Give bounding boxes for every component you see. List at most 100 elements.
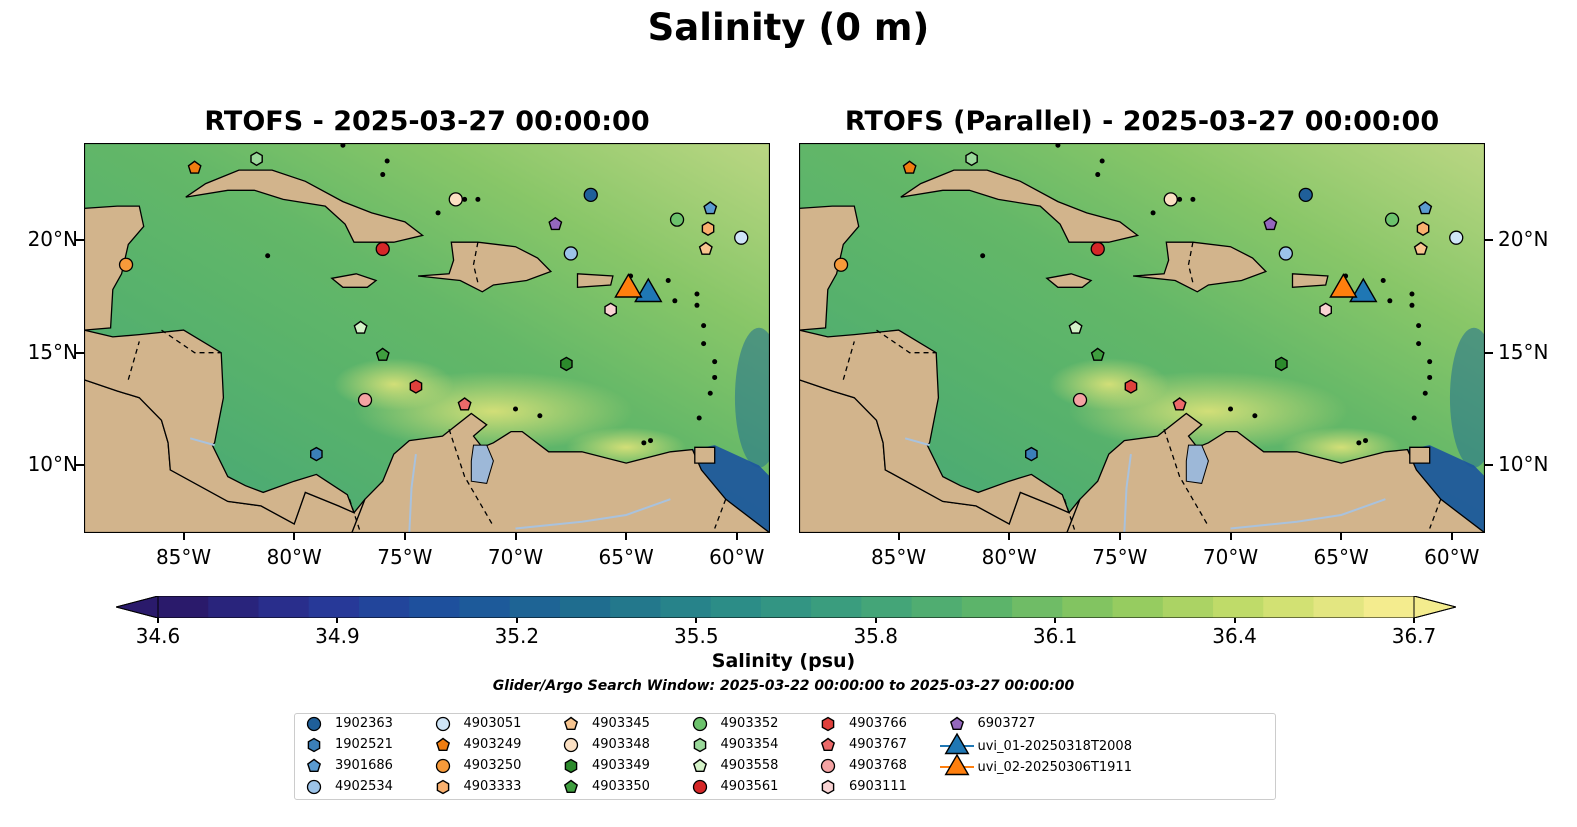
small-island <box>1409 291 1415 297</box>
x-tick-label: 75°W <box>1092 545 1148 569</box>
land-trinidad <box>694 446 716 464</box>
colorbar-segment <box>1313 596 1365 618</box>
map-content <box>84 143 770 533</box>
colorbar-tick-mark <box>1233 618 1236 623</box>
small-island <box>672 298 678 304</box>
colorbar-tick-label: 34.6 <box>135 624 181 648</box>
obs-4903350 <box>1090 347 1105 361</box>
country-border <box>448 429 494 527</box>
small-island <box>641 440 647 446</box>
obs-4903767 <box>457 397 472 411</box>
legend-item: 4903333 <box>434 779 614 799</box>
obs-4903766 <box>409 379 423 394</box>
legend-item: 1902521 <box>305 737 485 757</box>
small-island <box>1380 278 1386 284</box>
x-tick-label: 70°W <box>487 545 544 569</box>
y-tick-mark <box>1485 351 1493 354</box>
obs-uvi_02-20250306T1911 <box>1329 273 1358 298</box>
obs-uvi_01-20250318T2008 <box>634 277 663 303</box>
colorbar-tick-label: 36.4 <box>1212 624 1257 648</box>
map-frame <box>799 143 1485 533</box>
legend-item: 4903250 <box>434 758 614 778</box>
land-puerto-rico <box>576 273 614 288</box>
small-island <box>1387 298 1393 304</box>
legend-label: 4903348 <box>592 737 650 752</box>
country-border <box>1187 242 1194 283</box>
colorbar-segment <box>911 596 963 618</box>
x-tick-mark <box>1229 533 1232 540</box>
x-tick-label: 75°W <box>377 545 433 569</box>
colorbar-segment <box>1062 596 1114 618</box>
colorbar-segment <box>409 596 461 618</box>
panel-title-right: RTOFS (Parallel) - 2025-03-27 00:00:00 <box>844 106 1440 137</box>
small-island <box>265 253 271 259</box>
obs-4903051 <box>734 230 749 245</box>
y-tick-label-left: 15°N <box>27 339 78 364</box>
colorbar-segment <box>1363 596 1415 618</box>
colorbar-tick-label: 35.2 <box>494 624 540 648</box>
small-island <box>694 302 700 308</box>
orinoco-plume <box>1407 445 1485 533</box>
small-island <box>462 196 468 202</box>
legend-item: uvi_02-20250306T1911 <box>939 753 1132 778</box>
small-island <box>694 291 700 297</box>
obs-6903727 <box>548 216 563 231</box>
map-frame <box>84 143 770 533</box>
colorbar-segment <box>710 596 762 618</box>
y-tick-mark <box>76 238 84 241</box>
y-tick-mark <box>76 351 84 354</box>
small-island <box>1190 196 1196 202</box>
legend-item: 4903051 <box>434 716 614 736</box>
country-border <box>161 329 222 354</box>
obs-4903561 <box>375 241 390 257</box>
y-tick-mark <box>1485 238 1493 241</box>
obs-4903349 <box>1275 356 1288 372</box>
colorbar-tick-label: 36.7 <box>1391 624 1437 648</box>
obs-4903349 <box>560 356 573 372</box>
obs-4903352 <box>669 212 685 227</box>
legend-marker-circle <box>692 716 707 732</box>
colorbar-extend-max <box>1413 596 1456 618</box>
obs-4903249 <box>187 160 202 174</box>
lake-maracaibo <box>470 444 494 484</box>
land-hispaniola <box>1133 241 1268 293</box>
country-border <box>472 242 479 283</box>
colorbar-tick-label: 34.9 <box>315 624 360 648</box>
small-island <box>513 406 519 412</box>
x-tick-mark <box>1340 533 1343 540</box>
small-island <box>380 172 386 178</box>
country-border <box>1063 498 1077 533</box>
lake-maracaibo <box>1185 444 1209 484</box>
obs-4903345 <box>1413 241 1428 255</box>
legend-item: 4903354 <box>691 737 871 757</box>
x-tick-label: 80°W <box>266 545 322 569</box>
legend-marker-circle <box>435 758 450 774</box>
river <box>1230 498 1386 530</box>
legend-item: 4902534 <box>305 779 485 799</box>
legend-marker-pentagon <box>563 779 579 794</box>
obs-4903350 <box>375 347 390 361</box>
colorbar-label: Salinity (psu) <box>711 650 856 672</box>
country-border <box>842 341 855 380</box>
legend-item: 4903767 <box>819 737 999 757</box>
legend-marker-hexagon <box>821 779 835 795</box>
colorbar-segment <box>1263 596 1315 618</box>
colorbar-tick-label: 35.5 <box>674 624 719 648</box>
obs-4902534 <box>1278 246 1293 261</box>
x-tick-label: 60°W <box>1424 545 1480 569</box>
colorbar-segment <box>811 596 862 618</box>
legend-marker-hexagon <box>821 716 835 732</box>
country-border <box>1163 429 1209 527</box>
colorbar-segment <box>459 596 511 618</box>
legend-label: uvi_02-20250306T1911 <box>977 760 1132 775</box>
obs-4903561 <box>1090 241 1105 257</box>
land-trinidad <box>1409 446 1431 464</box>
land-honduras-nicaragua <box>799 329 1071 525</box>
x-tick-mark <box>514 533 517 540</box>
colorbar-segment <box>559 596 611 618</box>
legend-label: 3901686 <box>335 758 393 773</box>
y-tick-label-left: 20°N <box>27 226 78 251</box>
obs-4903766 <box>1124 379 1138 394</box>
river <box>189 437 215 447</box>
small-island <box>1409 302 1415 308</box>
